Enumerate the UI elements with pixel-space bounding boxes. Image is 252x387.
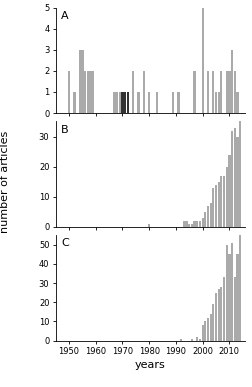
Bar bbox=[203, 212, 206, 227]
Bar bbox=[198, 221, 200, 227]
Bar bbox=[179, 339, 182, 341]
Bar bbox=[227, 254, 230, 341]
Bar bbox=[84, 71, 86, 113]
Bar bbox=[238, 231, 240, 341]
Bar bbox=[91, 71, 94, 113]
Bar bbox=[235, 254, 238, 341]
Bar bbox=[89, 71, 91, 113]
Bar bbox=[214, 293, 216, 341]
Bar bbox=[206, 71, 208, 113]
Bar bbox=[68, 71, 70, 113]
Bar bbox=[201, 8, 203, 113]
Bar bbox=[235, 137, 238, 227]
Bar bbox=[78, 50, 81, 113]
Bar bbox=[203, 322, 206, 341]
Bar bbox=[137, 92, 139, 113]
Bar bbox=[222, 277, 224, 341]
Bar bbox=[222, 176, 224, 227]
Bar bbox=[233, 127, 235, 227]
Bar bbox=[190, 339, 192, 341]
Bar bbox=[225, 71, 227, 113]
Bar bbox=[142, 71, 144, 113]
Bar bbox=[126, 92, 129, 113]
Bar bbox=[227, 71, 230, 113]
Bar bbox=[233, 71, 235, 113]
Bar bbox=[211, 71, 214, 113]
Bar bbox=[121, 92, 123, 113]
X-axis label: years: years bbox=[135, 360, 165, 370]
Bar bbox=[214, 185, 216, 227]
Bar bbox=[195, 337, 198, 341]
Bar bbox=[123, 92, 126, 113]
Bar bbox=[227, 154, 230, 227]
Bar bbox=[113, 92, 115, 113]
Bar bbox=[219, 287, 222, 341]
Bar bbox=[206, 206, 208, 227]
Bar bbox=[147, 92, 150, 113]
Bar bbox=[217, 289, 219, 341]
Bar bbox=[201, 218, 203, 227]
Bar bbox=[171, 92, 174, 113]
Bar bbox=[187, 224, 190, 227]
Bar bbox=[86, 71, 88, 113]
Text: number of articles: number of articles bbox=[0, 131, 10, 233]
Bar bbox=[201, 325, 203, 341]
Bar bbox=[193, 71, 195, 113]
Bar bbox=[217, 92, 219, 113]
Bar bbox=[195, 221, 198, 227]
Bar bbox=[185, 221, 187, 227]
Text: C: C bbox=[61, 238, 69, 248]
Bar bbox=[190, 224, 192, 227]
Bar bbox=[225, 167, 227, 227]
Bar bbox=[177, 92, 179, 113]
Bar bbox=[81, 50, 83, 113]
Bar bbox=[233, 277, 235, 341]
Bar bbox=[211, 304, 214, 341]
Bar bbox=[118, 92, 120, 113]
Bar bbox=[214, 92, 216, 113]
Text: A: A bbox=[61, 11, 69, 21]
Bar bbox=[219, 176, 222, 227]
Bar bbox=[211, 188, 214, 227]
Bar bbox=[132, 71, 134, 113]
Bar bbox=[225, 245, 227, 341]
Bar bbox=[217, 182, 219, 227]
Bar bbox=[193, 221, 195, 227]
Bar bbox=[230, 50, 232, 113]
Bar bbox=[206, 318, 208, 341]
Bar bbox=[147, 224, 150, 227]
Bar bbox=[155, 92, 158, 113]
Bar bbox=[209, 203, 211, 227]
Bar bbox=[230, 243, 232, 341]
Bar bbox=[235, 92, 238, 113]
Text: B: B bbox=[61, 125, 69, 135]
Bar bbox=[230, 130, 232, 227]
Bar bbox=[182, 221, 184, 227]
Bar bbox=[238, 122, 240, 227]
Bar bbox=[115, 92, 118, 113]
Bar bbox=[209, 314, 211, 341]
Bar bbox=[198, 339, 200, 341]
Bar bbox=[73, 92, 75, 113]
Bar bbox=[219, 71, 222, 113]
